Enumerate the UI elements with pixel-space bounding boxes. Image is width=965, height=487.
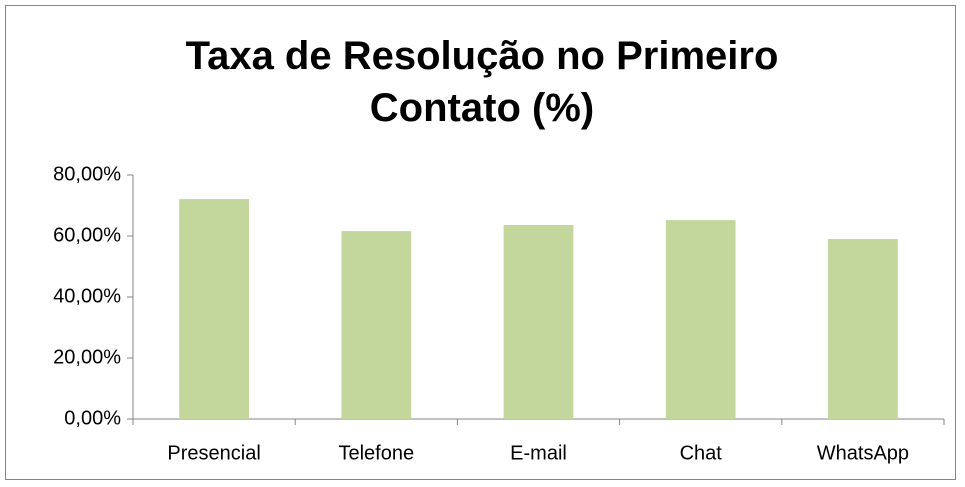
bar xyxy=(665,220,736,419)
y-tick-label: 60,00% xyxy=(53,224,121,246)
bar xyxy=(341,231,412,419)
x-tick-label: WhatsApp xyxy=(817,442,909,464)
x-tick-label: Chat xyxy=(680,442,723,464)
bar xyxy=(179,199,249,419)
y-tick-label: 20,00% xyxy=(53,346,121,368)
bar xyxy=(828,239,898,419)
bar xyxy=(503,225,574,419)
x-tick-label: E-mail xyxy=(510,442,567,464)
y-tick-label: 40,00% xyxy=(53,285,121,307)
y-tick-label: 0,00% xyxy=(64,407,121,429)
chart-title: Taxa de Resolução no Primeiro Contato (%… xyxy=(185,34,779,130)
y-tick-label: 80,00% xyxy=(53,163,121,185)
x-tick-label: Presencial xyxy=(167,442,260,464)
chart-frame xyxy=(5,5,956,480)
x-tick-label: Telefone xyxy=(338,442,414,464)
